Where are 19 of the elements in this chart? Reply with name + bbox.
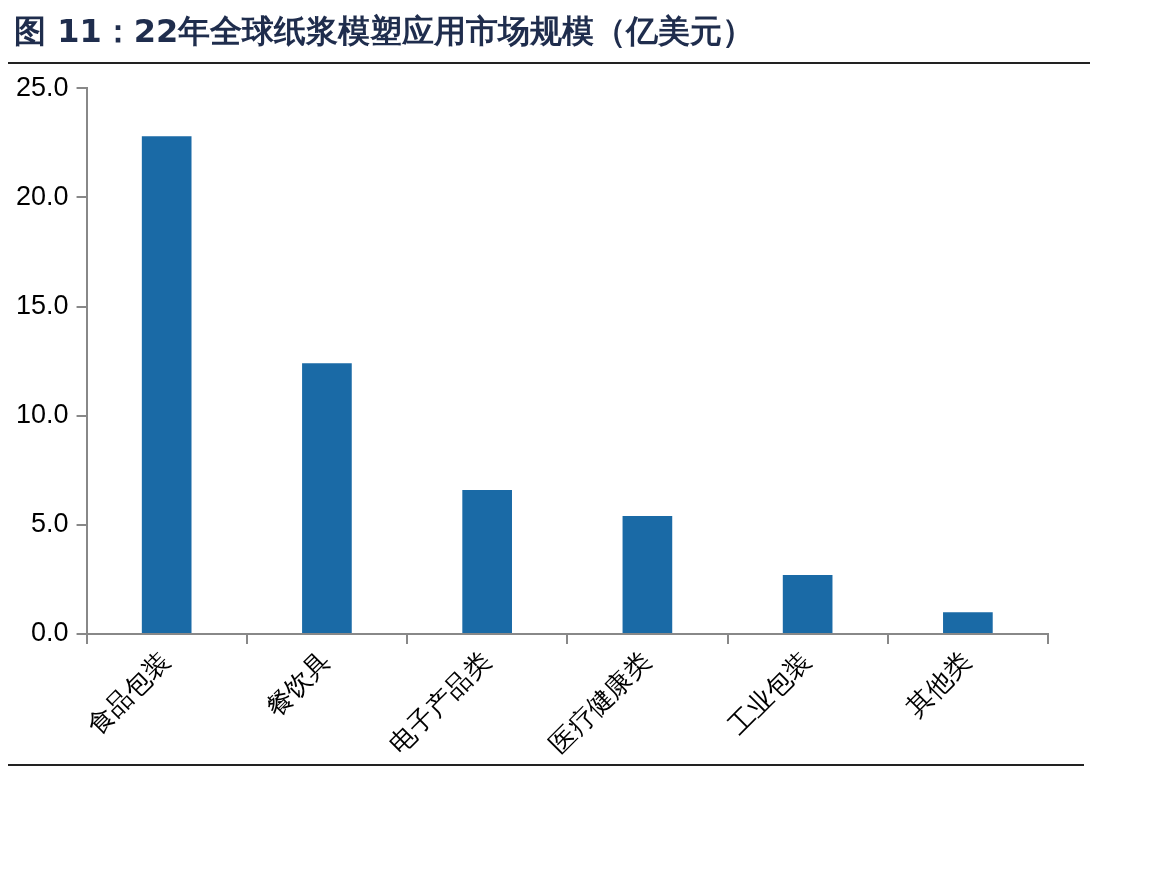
y-tick-label: 20.0	[15, 180, 69, 211]
chart-title: 图 11：22年全球纸浆模塑应用市场规模（亿美元）	[8, 8, 1090, 64]
bar	[462, 489, 512, 634]
x-tick-label: 工业包装	[721, 645, 817, 741]
y-tick-label: 5.0	[31, 508, 69, 539]
x-tick-label: 医疗健康类	[543, 645, 657, 759]
x-tick-label: 其他类	[900, 645, 977, 723]
y-tick-label: 10.0	[15, 399, 69, 430]
bar	[622, 516, 673, 634]
y-tick-label: 0.0	[31, 617, 69, 648]
y-tick-label: 25.0	[15, 71, 69, 102]
bar	[782, 575, 833, 634]
x-tick-label: 电子产品类	[383, 645, 497, 759]
x-tick-label: 餐饮具	[259, 645, 336, 723]
bar	[141, 136, 192, 634]
bar	[302, 363, 352, 634]
x-tick-label: 食品包装	[80, 645, 176, 741]
bar	[943, 612, 993, 634]
y-tick-label: 15.0	[15, 289, 69, 320]
